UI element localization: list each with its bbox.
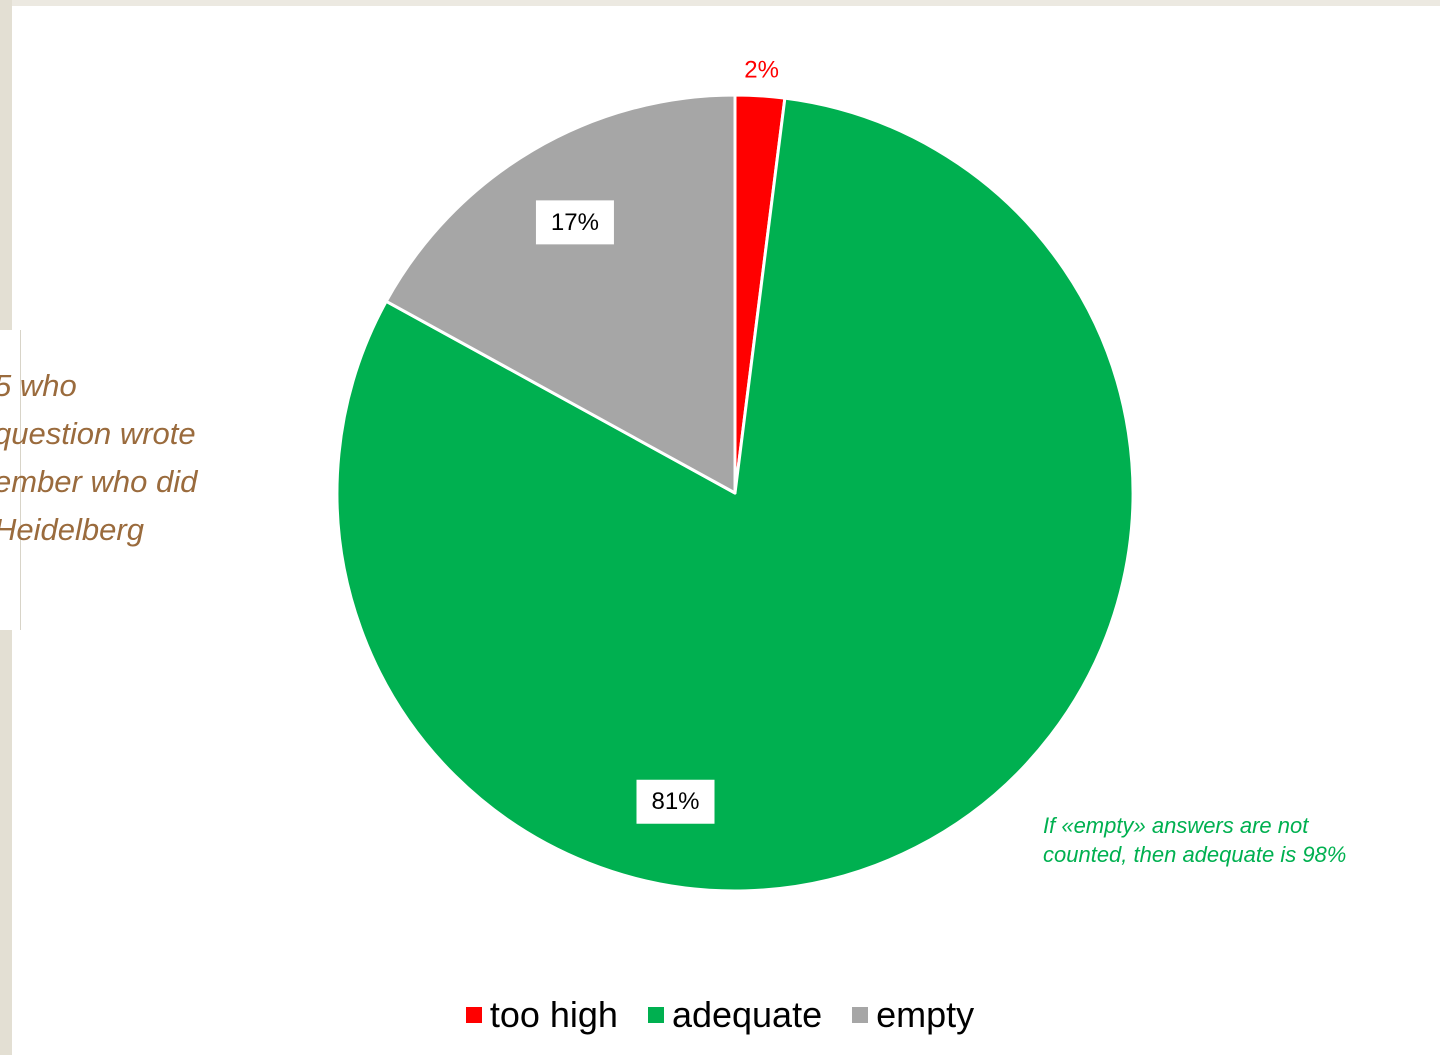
data-label-box-adequate xyxy=(636,779,715,824)
pie-slice-adequate xyxy=(335,96,1135,893)
data-label-adequate: 81% xyxy=(636,779,715,824)
legend-swatch-adequate xyxy=(647,1007,664,1023)
legend-item-too-high: too high xyxy=(465,994,618,1036)
data-label-text-adequate: 81% xyxy=(651,788,699,815)
data-label-text-empty: 17% xyxy=(551,209,599,236)
legend-swatch-empty xyxy=(852,1007,869,1023)
legend-item-adequate: adequate xyxy=(647,994,823,1036)
data-label-empty: 17% xyxy=(535,200,614,245)
pie-slice-empty xyxy=(384,93,737,495)
side-card-edge xyxy=(0,330,21,630)
legend-label-empty: empty xyxy=(876,994,975,1035)
chart-legend: too high adequate empty xyxy=(0,994,1440,1036)
legend-label-too-high: too high xyxy=(489,994,618,1035)
left-annotation: 5 who question wrote ember who did Heide… xyxy=(0,368,198,547)
adequate-note: If «empty» answers are not counted, then… xyxy=(1043,813,1347,867)
legend-swatch-too-high xyxy=(465,1007,482,1023)
legend-item-empty: empty xyxy=(852,994,974,1036)
legend-label-adequate: adequate xyxy=(671,994,823,1035)
data-label-box-empty xyxy=(535,200,614,245)
data-label-too-high: 2% xyxy=(744,56,779,83)
data-label-text-too-high: 2% xyxy=(744,56,779,83)
